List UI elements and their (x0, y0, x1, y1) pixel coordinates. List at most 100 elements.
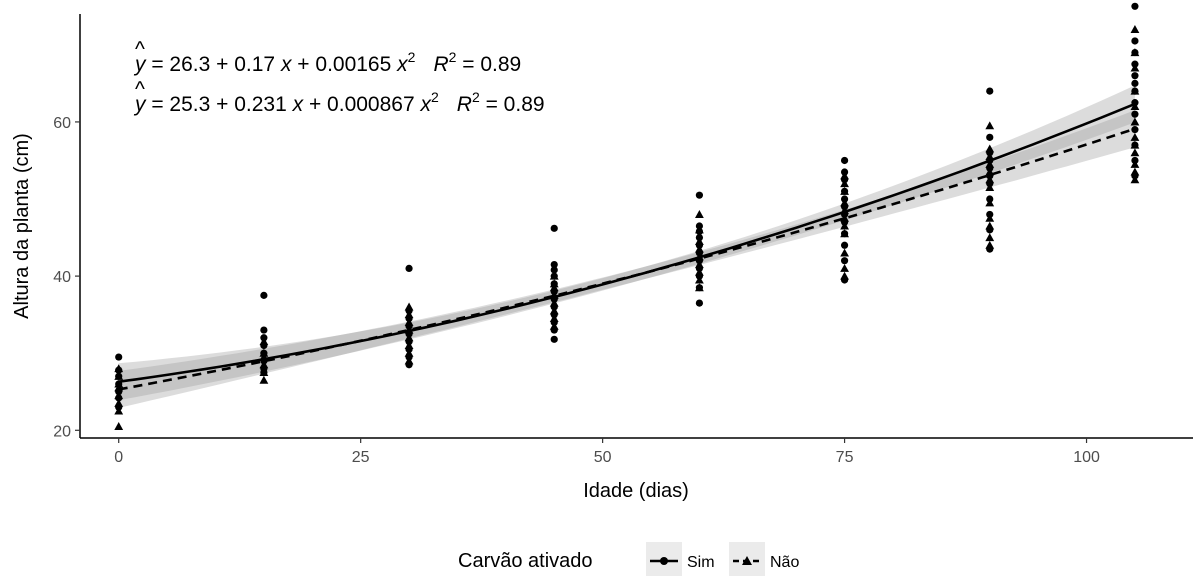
data-point-sim (550, 224, 558, 232)
data-point-nao (840, 264, 849, 272)
equation-2-x2: x (419, 93, 432, 116)
equation-1-mid: + 0.00165 (291, 53, 397, 76)
data-point-sim (1131, 126, 1139, 134)
x-tick-label: 0 (114, 449, 123, 466)
data-point-nao (404, 356, 414, 365)
equation-2-x1: x (292, 93, 305, 116)
data-point-nao (840, 179, 849, 188)
equation-2-lhs: = 25.3 + 0.231 (146, 93, 293, 116)
data-point-sim (1131, 72, 1139, 80)
equation-1-r-exp: 2 (449, 49, 457, 65)
data-point-nao (114, 406, 124, 415)
data-point-sim (840, 241, 849, 249)
data-point-nao (840, 248, 849, 257)
equation-1-exp: 2 (408, 49, 416, 65)
data-point-nao (840, 186, 849, 195)
data-point-nao (985, 240, 995, 249)
data-point-nao (840, 171, 849, 180)
equation-1: y = 26.3 + 0.17 x + 0.00165 x2 R2 = 0.89 … (133, 38, 521, 76)
equation-2-yhat: y (133, 93, 147, 116)
data-point-sim (840, 257, 849, 265)
data-point-nao (985, 175, 995, 184)
data-point-nao (549, 314, 559, 323)
x-tick-label: 25 (352, 449, 370, 466)
confidence-bands (118, 85, 1135, 408)
data-point-nao (114, 391, 124, 400)
data-point-sim (986, 133, 994, 141)
data-point-nao (695, 283, 704, 292)
data-point-nao (1130, 117, 1140, 126)
confidence-band-sim (118, 85, 1135, 401)
data-point-sim (695, 191, 704, 199)
data-point-nao (695, 225, 704, 234)
data-point-nao (985, 152, 995, 161)
equation-1-lhs: = 26.3 + 0.17 (146, 53, 281, 76)
equation-1-r-value: = 0.89 (456, 53, 521, 76)
data-point-nao (985, 121, 995, 130)
x-axis-title: Idade (dias) (583, 480, 689, 502)
equation-2-r-exp: 2 (472, 89, 480, 105)
data-point-nao (1130, 86, 1140, 95)
data-point-nao (404, 317, 414, 326)
equation-2-hat: ^ (135, 78, 145, 101)
data-point-nao (695, 260, 704, 269)
data-point-nao (259, 337, 269, 346)
svg-text:y = 26.3 + 0.17 x + 0.00165 x2: y = 26.3 + 0.17 x + 0.00165 x2 R2 = 0.89 (133, 49, 521, 76)
equation-1-yhat: y (133, 53, 147, 76)
equation-1-x1: x (280, 53, 293, 76)
equation-1-hat: ^ (135, 38, 145, 61)
data-point-sim (986, 87, 994, 95)
data-point-nao (1130, 140, 1140, 149)
data-point-nao (695, 210, 704, 218)
x-tick-label: 50 (594, 449, 612, 466)
data-point-nao (1130, 63, 1140, 72)
data-point-nao (259, 368, 269, 376)
data-point-nao (549, 321, 559, 330)
data-point-nao (695, 237, 704, 245)
data-point-nao (840, 198, 849, 207)
data-point-nao (114, 364, 124, 373)
data-point-nao (1130, 102, 1140, 111)
x-tick-label: 75 (836, 449, 854, 466)
fit-lines (118, 102, 1136, 391)
data-point-sim (840, 156, 849, 165)
legend-title: Carvão ativado (458, 550, 593, 572)
data-point-sim (1131, 79, 1139, 87)
data-point-nao (985, 183, 995, 191)
equation-2-exp: 2 (431, 89, 439, 105)
data-point-nao (549, 283, 559, 292)
data-point-nao (259, 360, 269, 369)
data-point-nao (985, 213, 995, 222)
legend: Carvão ativado Sim Não (458, 542, 799, 576)
data-point-nao (259, 375, 269, 384)
data-point-sim (1131, 110, 1139, 118)
y-tick-label: 40 (53, 269, 71, 286)
data-point-sim (550, 266, 558, 274)
equation-2-r: R (457, 93, 472, 116)
data-point-nao (404, 348, 414, 357)
equation-1-x2: x (396, 53, 409, 76)
data-point-nao (404, 302, 414, 311)
data-point-nao (1130, 167, 1140, 176)
legend-key-nao-marker (742, 556, 752, 565)
data-point-sim (1131, 2, 1139, 10)
data-point-sim (260, 326, 268, 334)
x-axis-ticks: 0 25 50 75 100 (114, 438, 1100, 466)
data-point-nao (985, 198, 995, 207)
data-point-sim (695, 299, 704, 307)
legend-key-sim-marker (660, 557, 668, 565)
confidence-band-nao (118, 110, 1135, 408)
y-axis-ticks: 20 40 60 (53, 115, 80, 440)
equation-1-r: R (433, 53, 448, 76)
data-point-nao (404, 333, 414, 342)
y-tick-label: 60 (53, 115, 71, 132)
data-point-nao (985, 144, 995, 153)
data-point-sim (550, 335, 558, 343)
data-point-sim (115, 353, 123, 361)
data-point-sim (550, 260, 558, 269)
data-points (114, 2, 1140, 430)
data-point-nao (985, 159, 995, 168)
data-point-nao (114, 422, 124, 430)
